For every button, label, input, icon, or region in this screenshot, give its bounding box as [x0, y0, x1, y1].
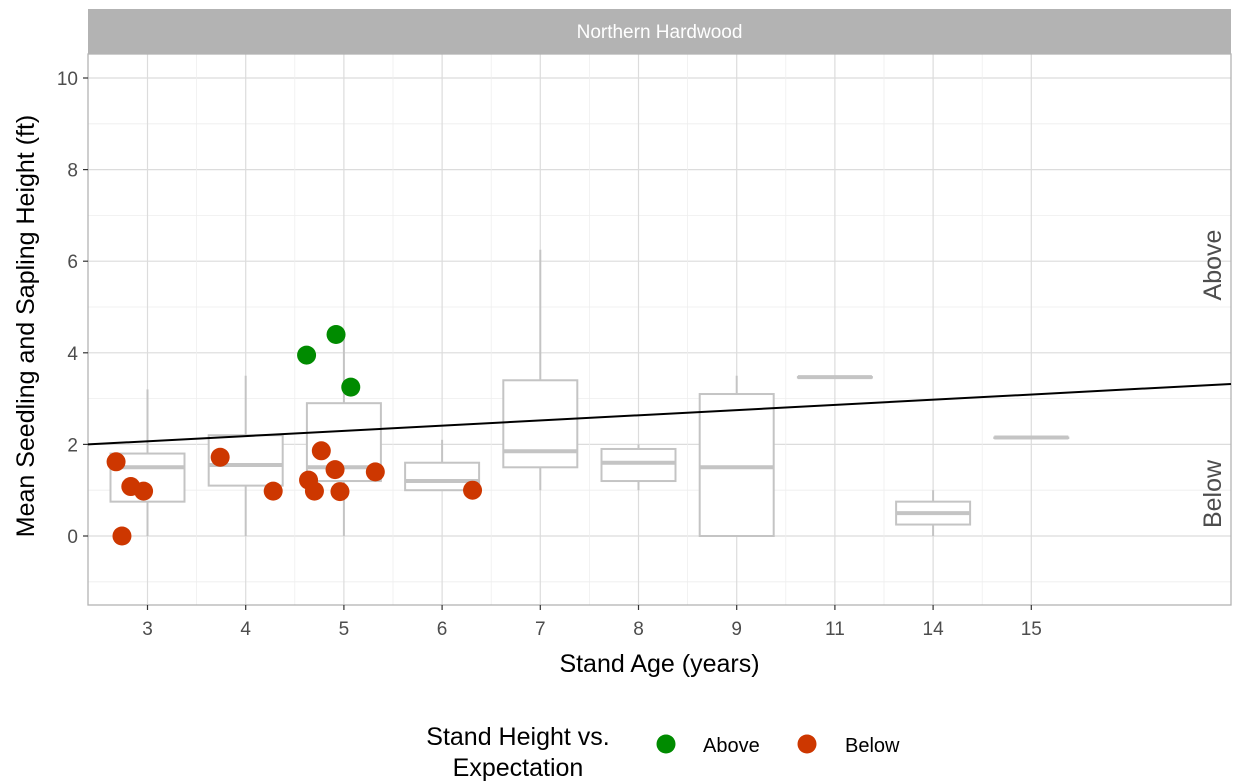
x-tick-label: 15 — [1021, 619, 1042, 640]
box-iqr — [698, 393, 775, 537]
point-below — [463, 480, 483, 500]
point-below — [134, 481, 154, 501]
x-tick-label: 6 — [437, 619, 448, 640]
tick-layer: 0 2 4 6 8 10 3 4 5 6 7 8 9 11 14 15 — [57, 69, 1042, 640]
x-tick-label: 7 — [535, 619, 546, 640]
point-below — [311, 441, 331, 461]
point-above — [326, 324, 346, 344]
panel-border — [87, 53, 1232, 606]
x-tick-label: 9 — [731, 619, 742, 640]
point-below — [210, 447, 230, 467]
y-tick-label: 4 — [67, 344, 78, 365]
x-tick-label: 4 — [240, 619, 251, 640]
x-axis-title: Stand Age (years) — [559, 650, 759, 678]
point-below — [112, 526, 132, 546]
point-below — [304, 481, 324, 501]
x-tick-label: 14 — [923, 619, 945, 640]
x-tick-label: 3 — [142, 619, 153, 640]
legend-label-below: Below — [845, 735, 900, 757]
y-axis-title: Mean Seedling and Sapling Height (ft) — [12, 115, 40, 538]
side-label-below: Below — [1199, 459, 1227, 528]
legend-key-below — [797, 734, 817, 754]
point-layer — [106, 324, 483, 546]
y-tick-label: 8 — [67, 161, 78, 182]
box-iqr — [600, 447, 677, 483]
x-tick-label: 5 — [339, 619, 350, 640]
box-iqr — [502, 379, 579, 469]
trend-line-layer — [87, 382, 1232, 446]
y-tick-label: 10 — [57, 69, 78, 90]
side-label-above: Above — [1199, 230, 1227, 301]
y-tick-label: 2 — [67, 435, 78, 456]
boxplot-layer — [109, 249, 1070, 537]
y-tick-label: 0 — [67, 527, 78, 548]
point-below — [330, 482, 350, 502]
point-above — [297, 345, 317, 365]
legend-title-line-2: Expectation — [453, 754, 584, 782]
legend-title-line-1: Stand Height vs. — [426, 723, 609, 751]
point-below — [263, 481, 283, 501]
y-tick-label: 6 — [67, 252, 78, 273]
legend: Stand Height vs. Expectation Above Below — [426, 723, 900, 782]
legend-label-above: Above — [703, 735, 760, 757]
x-tick-label: 8 — [633, 619, 644, 640]
plot-panel — [88, 54, 1231, 605]
trend-line — [87, 382, 1232, 446]
point-below — [325, 460, 345, 480]
facet-strip — [88, 9, 1231, 54]
point-above — [341, 377, 361, 397]
x-tick-label: 11 — [825, 619, 845, 640]
point-below — [365, 462, 385, 482]
point-below — [106, 452, 126, 472]
legend-key-above — [656, 734, 676, 754]
facet-title: Northern Hardwood — [577, 22, 743, 43]
